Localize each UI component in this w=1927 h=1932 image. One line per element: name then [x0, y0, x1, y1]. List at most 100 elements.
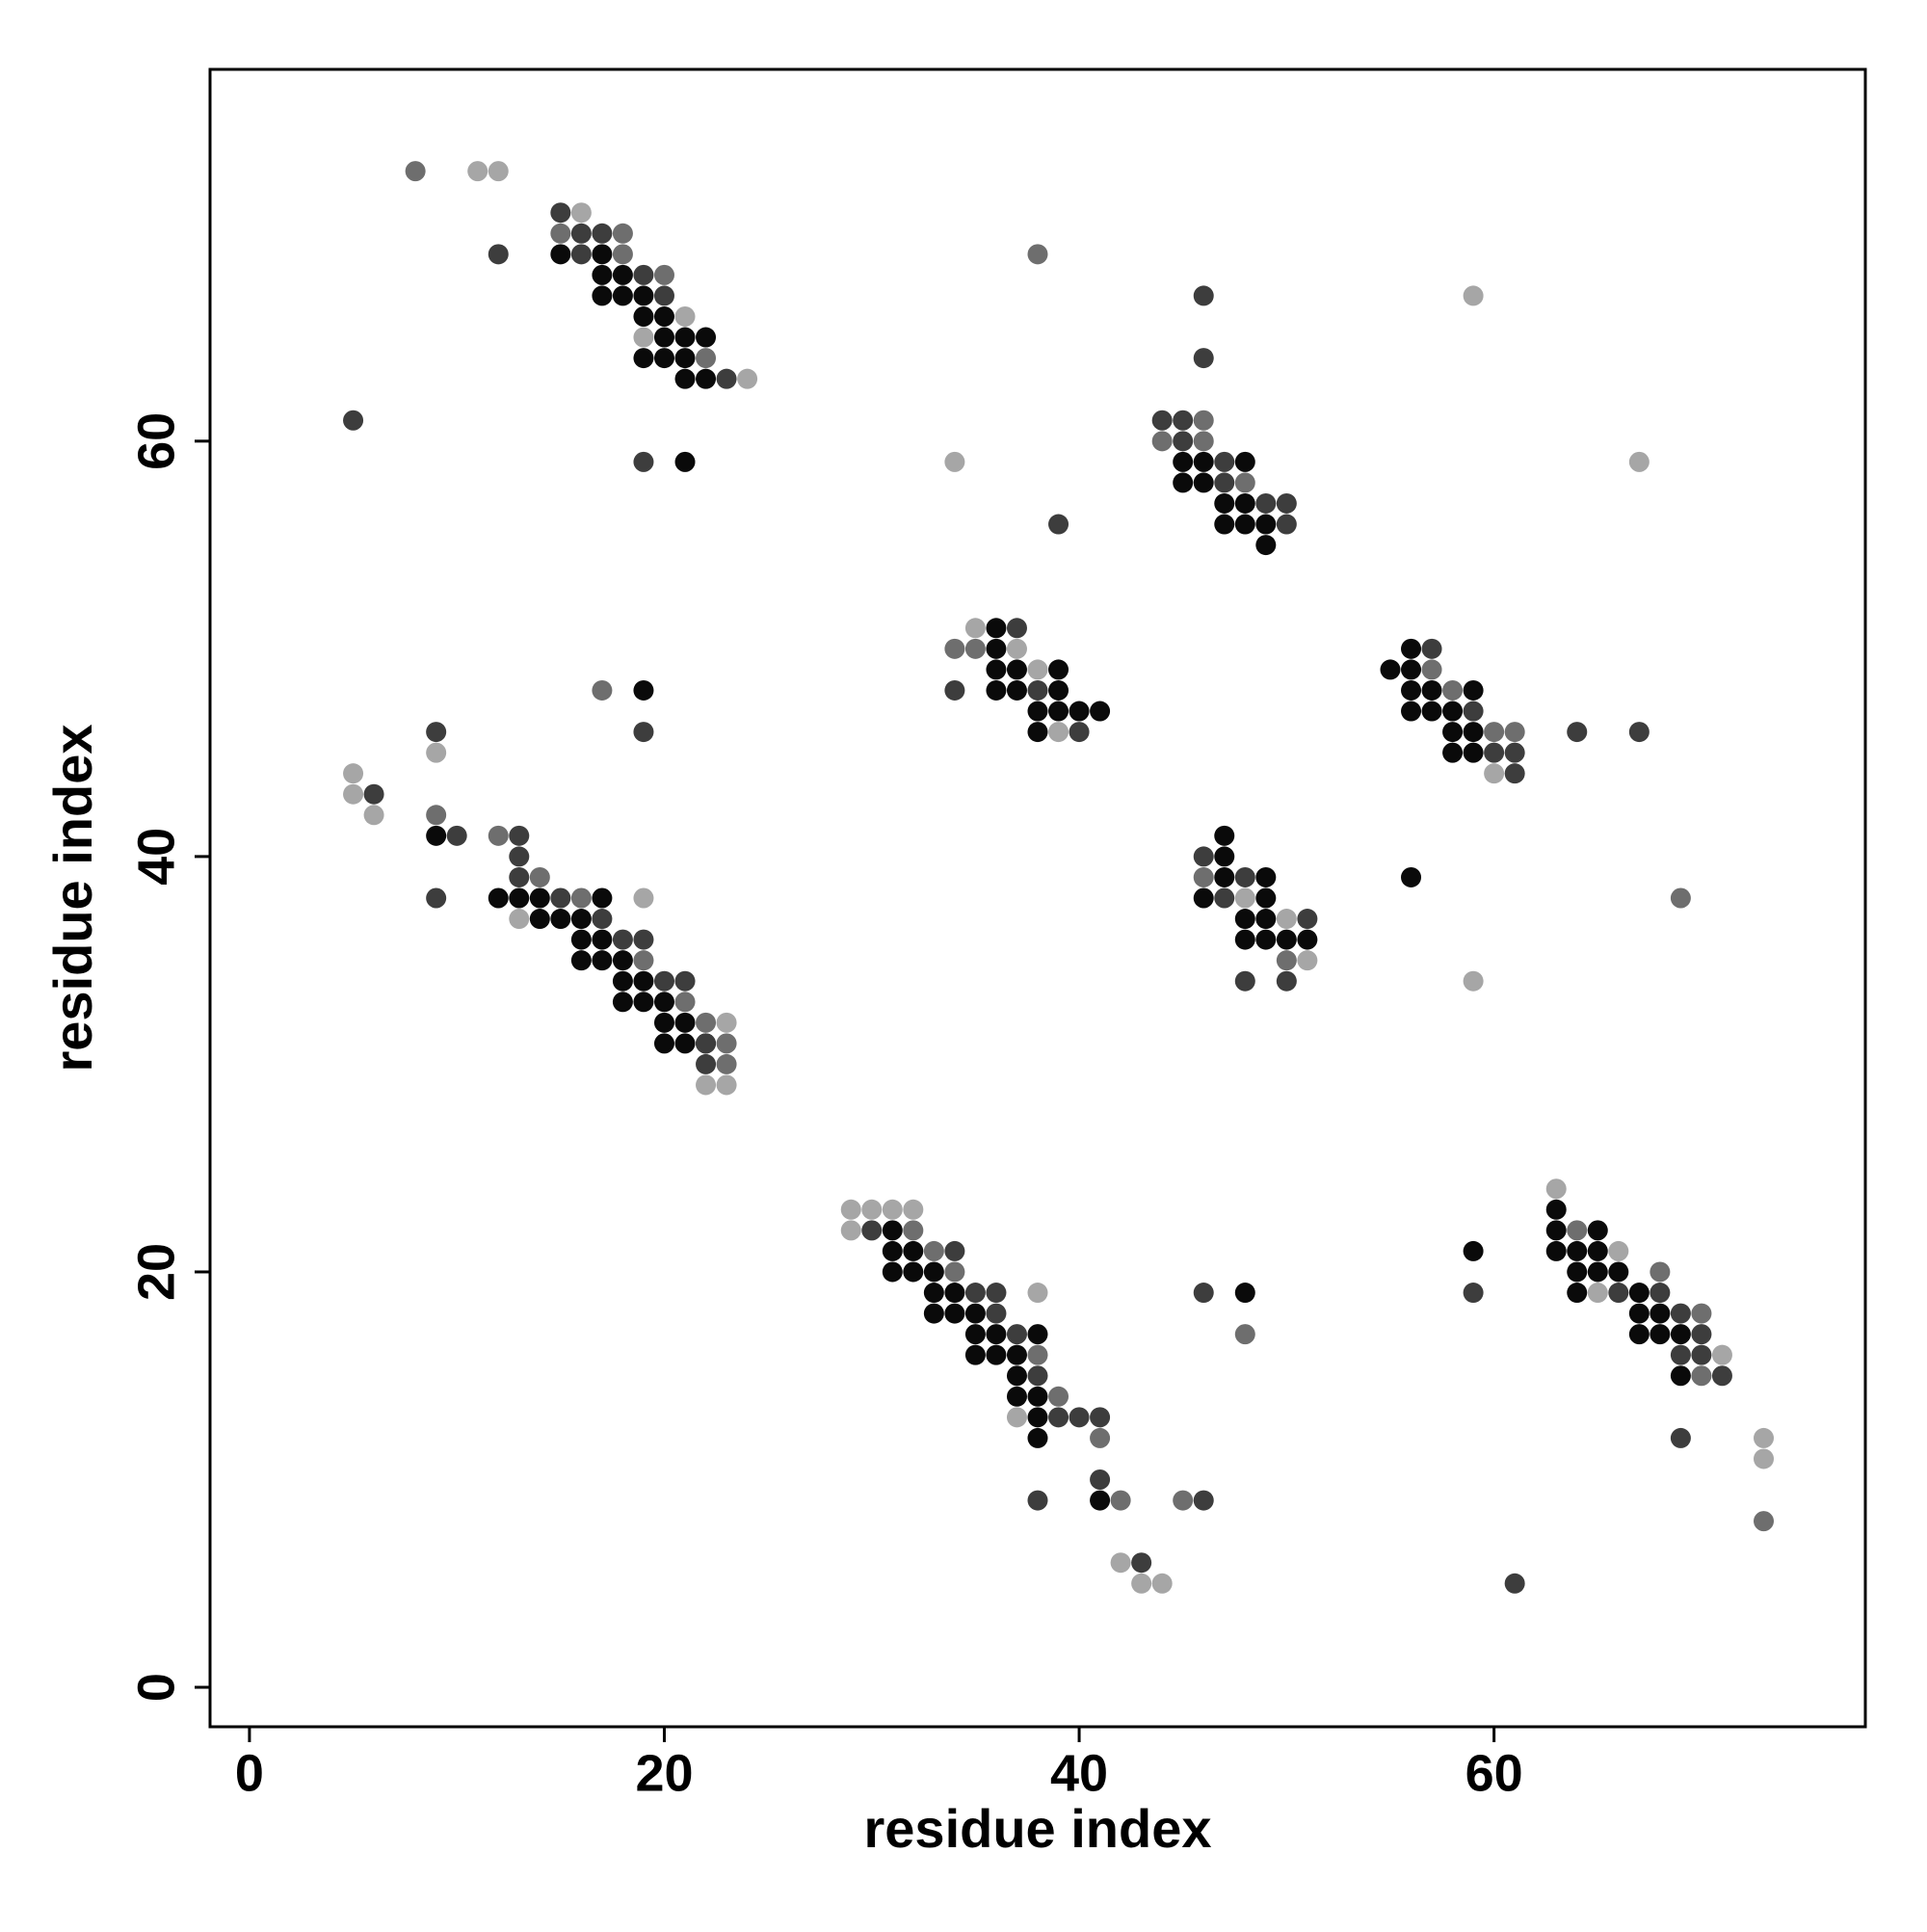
contact-point [923, 1240, 944, 1261]
contact-point [1650, 1261, 1671, 1283]
contact-point [1110, 1490, 1131, 1511]
contact-point [1401, 866, 1422, 887]
contact-point [696, 1033, 717, 1054]
contact-point [882, 1261, 903, 1283]
contact-point [716, 1074, 737, 1096]
contact-point [1027, 701, 1048, 722]
contact-point [1214, 514, 1235, 535]
contact-point [1006, 1407, 1027, 1428]
contact-point [1463, 1283, 1484, 1304]
contact-point [592, 679, 613, 701]
contact-point [570, 929, 592, 950]
contact-point [964, 618, 986, 639]
contact-point [903, 1240, 924, 1261]
contact-point [1234, 909, 1255, 930]
y-tick-label: 20 [127, 1243, 185, 1301]
contact-point [653, 285, 674, 306]
contact-point [1484, 763, 1505, 784]
contact-point [903, 1199, 924, 1220]
contact-point [633, 887, 654, 909]
contact-point [1193, 846, 1214, 867]
contact-point [1048, 514, 1069, 535]
contact-point [1027, 1407, 1048, 1428]
contact-point [923, 1283, 944, 1304]
contact-point [1567, 1261, 1588, 1283]
contact-point [1504, 763, 1525, 784]
contact-point [1069, 722, 1090, 743]
contact-point [1463, 742, 1484, 763]
contact-point [1027, 679, 1048, 701]
x-axis-title: residue index [863, 1798, 1211, 1859]
contact-point [1628, 1303, 1650, 1324]
contact-point [1151, 431, 1173, 452]
contact-point [1545, 1220, 1567, 1241]
contact-point [570, 909, 592, 930]
contact-point [861, 1220, 883, 1241]
contact-point [716, 1053, 737, 1074]
contact-point [674, 992, 696, 1013]
contact-point [1255, 535, 1277, 556]
contact-point [944, 1303, 965, 1324]
contact-point [986, 1283, 1007, 1304]
plot-frame [208, 67, 1867, 1729]
contact-point [653, 970, 674, 992]
contact-point [1463, 722, 1484, 743]
contact-point [674, 1033, 696, 1054]
contact-point [1401, 638, 1422, 659]
contact-point [1297, 909, 1318, 930]
contact-point [550, 244, 571, 265]
contact-point [1234, 514, 1255, 535]
contact-point [1048, 1386, 1069, 1407]
contact-point [1234, 492, 1255, 514]
contact-point [1276, 492, 1297, 514]
contact-point [716, 368, 737, 389]
contact-point [944, 1283, 965, 1304]
contact-point [1567, 1283, 1588, 1304]
contact-point [1608, 1240, 1629, 1261]
contact-point [1193, 887, 1214, 909]
contact-point [1006, 1365, 1027, 1387]
contact-point [1628, 722, 1650, 743]
contact-point [861, 1199, 883, 1220]
contact-point [529, 909, 550, 930]
contact-point [612, 285, 633, 306]
contact-point [509, 909, 530, 930]
contact-point [1027, 1324, 1048, 1345]
contact-point [1628, 1283, 1650, 1304]
contact-point [633, 929, 654, 950]
contact-point [1463, 970, 1484, 992]
contact-point [923, 1261, 944, 1283]
contact-point [1193, 1490, 1214, 1511]
contact-point [653, 264, 674, 285]
contact-point [592, 929, 613, 950]
contact-point [1027, 1386, 1048, 1407]
contact-point [1193, 348, 1214, 369]
contact-point [1090, 1427, 1111, 1448]
contact-point [570, 202, 592, 224]
contact-point [1276, 929, 1297, 950]
contact-point [944, 451, 965, 472]
contact-point [1090, 1490, 1111, 1511]
contact-point [1214, 492, 1235, 514]
contact-point [1255, 492, 1277, 514]
contact-point [1421, 701, 1442, 722]
contact-point [674, 1012, 696, 1033]
contact-point [1650, 1283, 1671, 1304]
contact-point [1193, 285, 1214, 306]
contact-point [488, 887, 509, 909]
contact-point [405, 161, 426, 182]
contact-point [1545, 1178, 1567, 1200]
contact-point [964, 1344, 986, 1365]
contact-point [1545, 1240, 1567, 1261]
contact-point [1401, 701, 1422, 722]
contact-point [1650, 1303, 1671, 1324]
contact-point [1234, 1283, 1255, 1304]
contact-point [550, 909, 571, 930]
contact-point [1090, 701, 1111, 722]
contact-point [1193, 866, 1214, 887]
contact-point [1545, 1199, 1567, 1220]
contact-point [1234, 929, 1255, 950]
contact-point [1090, 1407, 1111, 1428]
contact-point [1754, 1511, 1775, 1532]
